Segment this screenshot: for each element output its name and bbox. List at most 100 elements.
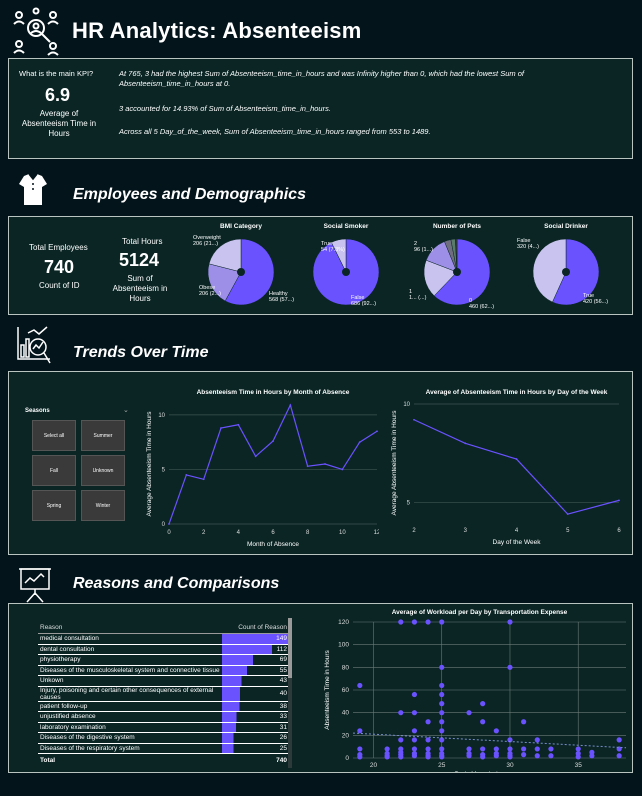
scatter-point [521,746,527,752]
x-axis-label: Body Mass Index [455,771,506,772]
x-tick-label: 20 [370,762,378,769]
analytics-magnifier-icon [16,325,52,365]
trend-line [352,732,627,749]
data-point [341,468,344,471]
slicer-option-winter[interactable]: Winter [81,490,125,521]
scatter-point [480,719,486,725]
y-tick-label: 40 [342,710,350,717]
chevron-down-icon[interactable]: ⌄ [123,407,129,414]
scatter-point [398,737,404,743]
slicer-option-summer[interactable]: Summer [81,420,125,451]
total-label: Total [40,756,56,764]
count-cell: 55 [222,665,289,676]
table-row[interactable]: Diseases of the musculoskeletal system a… [38,665,289,676]
table-row[interactable]: dental consultation 112 [38,644,289,655]
pie-value-label: 686 (92...) [351,301,376,307]
team-people-icon [13,7,59,56]
table-row[interactable]: patient follow-up 38 [38,701,289,712]
y-tick-label: 10 [403,402,410,408]
data-point [413,418,415,421]
scatter-point [548,753,554,759]
table-row[interactable]: Injury, poisoning and certain other cons… [38,686,289,701]
count-cell: 69 [222,654,289,665]
scatter-point [439,737,445,743]
slicer-option-spring[interactable]: Spring [32,490,76,521]
total-hours-value: 5124 [119,250,160,270]
scatter-point [425,746,431,752]
pie-value-label: 320 (4...) [517,244,539,250]
table-scrollbar-thumb[interactable] [288,618,292,678]
scatter-point [439,701,445,707]
scatter-point [411,746,418,752]
table-row[interactable]: unjustified absence 33 [38,711,289,722]
table-row[interactable]: Diseases of the digestive system 26 [38,732,289,743]
x-tick-label: 5 [566,528,570,534]
table-row[interactable]: Unkown 43 [38,675,289,686]
scatter-point [357,754,363,760]
pie-value-label: 206 (21...) [193,241,218,247]
pie-value-label: 1... (...) [409,295,427,301]
y-tick-label: 120 [338,619,349,626]
scatter-point [493,728,499,734]
scatter-point [439,710,445,716]
count-cell: 149 [222,633,289,644]
chart-title: Absenteeism Time in Hours by Month of Ab… [197,389,350,396]
table-row[interactable]: medical consultation 149 [38,633,289,644]
slicer-option-select-all[interactable]: Select all [32,420,76,451]
data-point [618,499,620,502]
scatter-point [589,753,595,759]
day-of-week-line-chart: Average of Absenteeism Time in Hours by … [391,389,621,546]
scatter-point [439,691,445,698]
x-tick-label: 2 [412,528,416,534]
x-tick-label: 2 [202,530,206,536]
scatter-point [507,737,513,743]
scatter-point [575,746,581,752]
column-header-reason[interactable]: Reason [40,623,63,631]
pie-slice [207,263,242,302]
pie-slice [423,259,458,297]
pie-label: 2 [414,241,417,247]
scatter-point [507,619,513,625]
slicer-title: Seasons [25,408,50,414]
seasons-slicer[interactable]: Seasons ⌄ Select all Summer Fall Unknown… [25,407,133,526]
employees-panel: Total Employees 740 Count of ID Total Ho… [8,216,633,315]
x-axis-label: Day of the Week [493,539,542,546]
y-axis-label: Absenteeism Time in Hours [324,650,331,730]
scatter-point [398,710,404,716]
pie-value-label: 420 (56...) [583,299,608,305]
pie-slice [208,238,242,273]
data-point [515,458,518,460]
scatter-point [466,746,472,752]
y-tick-label: 5 [162,467,166,473]
data-point [324,463,326,465]
pie-label: True [321,241,332,247]
scatter-point [575,754,581,760]
reason-cell: dental consultation [40,645,95,653]
reason-cell: Diseases of the musculoskeletal system a… [40,666,220,674]
table-row[interactable]: physiotherapy 69 [38,654,289,665]
section-title-employees: Employees and Demographics [73,186,306,203]
x-tick-label: 8 [306,530,310,536]
data-point [185,474,188,476]
pie-slice [455,238,458,273]
pie-slice [224,238,275,306]
reasons-table-wrapper[interactable]: Reason Count of Reason medical consultat… [38,621,289,766]
scatter-point [439,719,445,725]
data-point [237,423,240,426]
scatter-point [439,682,445,689]
pie-value-label: 460 (62...) [469,304,494,310]
column-header-count[interactable]: Count of Reason [238,623,287,631]
table-row[interactable]: laboratory examination 31 [38,722,289,733]
table-row[interactable]: Diseases of the respiratory system 25 [38,743,289,754]
slicer-option-fall[interactable]: Fall [32,455,76,486]
pie-hole [562,268,570,276]
table-scrollbar[interactable] [288,618,292,768]
page-title: HR Analytics: Absenteeism [72,18,362,43]
scatter-point [521,719,527,725]
scatter-point [411,728,418,734]
x-tick-label: 30 [506,762,514,769]
pie-slice [532,238,567,303]
scatter-point [507,664,513,670]
slicer-option-unknown[interactable]: Unknown [81,455,125,486]
y-tick-label: 0 [162,522,166,528]
